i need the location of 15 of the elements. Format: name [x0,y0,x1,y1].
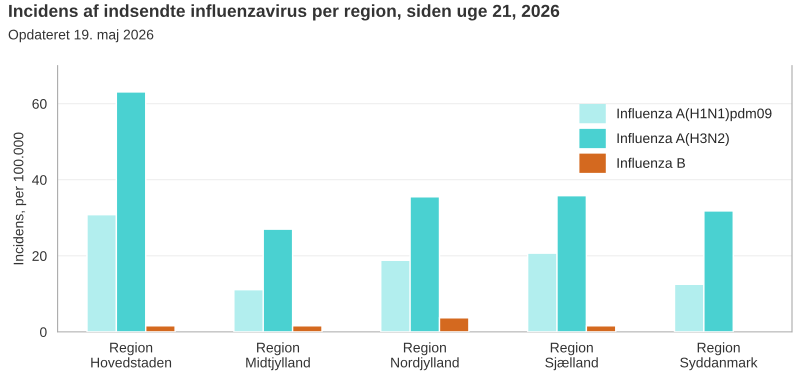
x-tick-label: Region Nordjylland [391,342,459,370]
legend-label: Influenza A(H1N1)pdm09 [617,108,772,122]
x-tick-label: Region Sjælland [545,342,598,370]
chart-title: Incidens af indsendte influenzavirus per region, siden uge 21, 2026 [9,4,560,21]
legend-label: Influenza B [617,158,685,168]
x-tick-label: Region Midtjylland [246,342,310,370]
y-tick-label: 0 [40,327,47,338]
x-tick-label: Region Syddanmark [680,342,758,370]
chart-subtitle: Opdateret 19. maj 2026 [8,29,154,42]
y-tick-label: 60 [32,98,47,109]
legend-label: Influenza A(H3N2) [617,132,729,146]
x-tick-label: Region Hovedstaden [91,342,172,368]
y-axis-title: Incidens, per 100.000 [13,132,26,264]
y-tick-label: 40 [32,175,47,185]
y-tick-label: 20 [32,251,47,261]
